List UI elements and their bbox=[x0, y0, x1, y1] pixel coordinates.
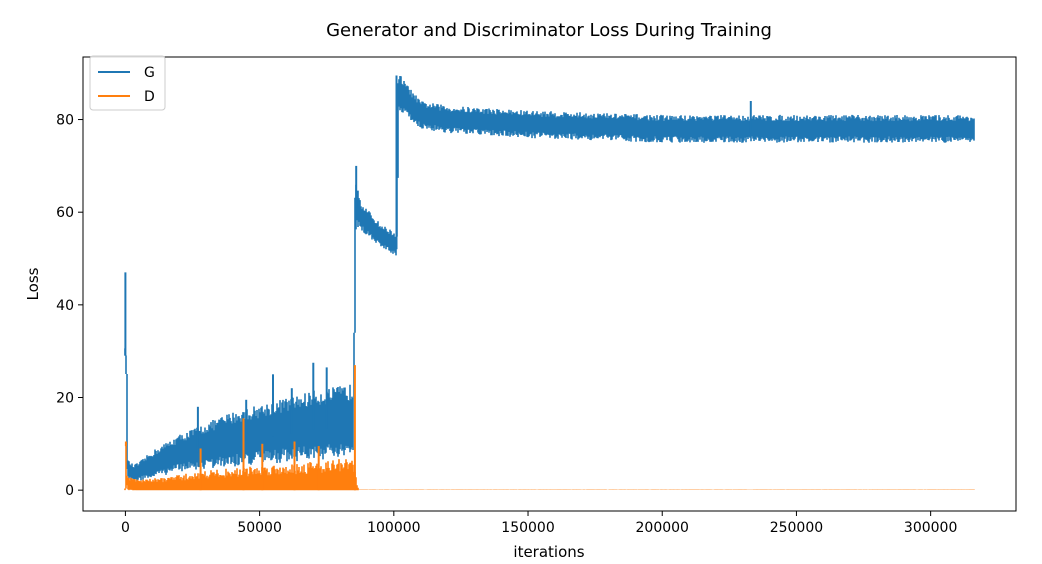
legend-label-d: D bbox=[144, 89, 155, 105]
y-tick-label: 0 bbox=[65, 483, 74, 499]
series-d-line bbox=[124, 442, 975, 491]
x-tick-label: 300000 bbox=[904, 520, 957, 536]
x-axis-label: iterations bbox=[513, 543, 584, 561]
series-g bbox=[124, 75, 975, 482]
plot-area bbox=[124, 75, 975, 491]
x-tick-label: 0 bbox=[121, 520, 130, 536]
x-tick-label: 150000 bbox=[501, 520, 554, 536]
x-tick-label: 50000 bbox=[237, 520, 282, 536]
y-tick-label: 20 bbox=[56, 391, 74, 407]
legend: G D bbox=[89, 55, 166, 111]
x-tick-label: 100000 bbox=[367, 520, 420, 536]
y-tick-label: 80 bbox=[56, 113, 74, 129]
legend-label-g: G bbox=[144, 65, 155, 81]
series-d bbox=[124, 365, 975, 491]
y-tick-label: 40 bbox=[56, 298, 74, 314]
x-tick-label: 200000 bbox=[636, 520, 689, 536]
x-tick-label: 250000 bbox=[770, 520, 823, 536]
axes-frame bbox=[82, 56, 1017, 512]
series-g-line bbox=[124, 76, 975, 482]
y-tick-label: 60 bbox=[56, 205, 74, 221]
y-axis: 0 20 40 60 80 bbox=[56, 113, 83, 499]
y-axis-label: Loss bbox=[24, 267, 42, 300]
chart-title: Generator and Discriminator Loss During … bbox=[326, 20, 772, 41]
x-axis: 0 50000 100000 150000 200000 250000 300000 bbox=[121, 511, 957, 536]
